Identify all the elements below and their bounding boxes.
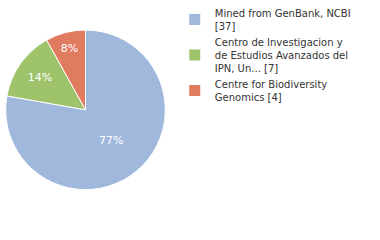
svg-text:Centre for BiodiversityGenomic: Centre for BiodiversityGenomics [4]: [215, 79, 328, 103]
svg-text:77%: 77%: [99, 134, 123, 147]
svg-text:8%: 8%: [61, 42, 78, 55]
svg-text:Centro de Investigacion yde Es: Centro de Investigacion yde Estudios Ava…: [215, 37, 348, 74]
svg-text:Mined from GenBank, NCBI[37]: Mined from GenBank, NCBI[37]: [215, 8, 351, 32]
svg-text:14%: 14%: [28, 71, 52, 84]
